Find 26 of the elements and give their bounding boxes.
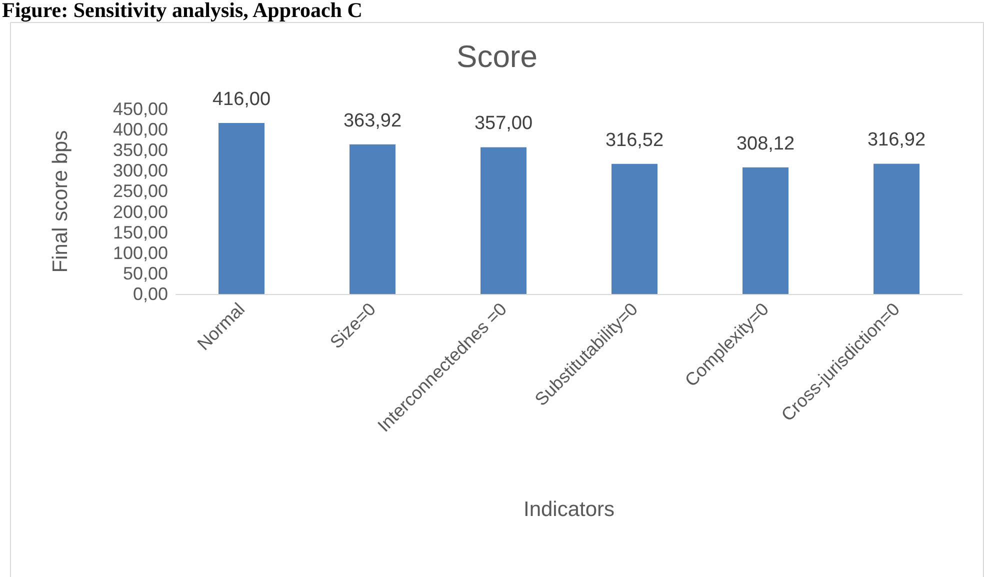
bar (218, 122, 264, 294)
data-label: 357,00 (474, 113, 533, 134)
data-label: 316,52 (605, 130, 664, 151)
text: Figure: Sensitivity analysis, Approach C (2, 0, 362, 23)
y-tick-label: 150,00 (112, 222, 168, 242)
y-tick-label: 0,00 (132, 284, 168, 304)
y-tick-label: 50,00 (122, 263, 168, 284)
bar (874, 164, 920, 294)
bar (350, 144, 396, 294)
data-label: 416,00 (212, 88, 271, 110)
y-tick-label: 350,00 (112, 140, 168, 160)
y-axis-title: Final score bps (49, 130, 72, 273)
y-tick-label: 400,00 (112, 120, 168, 140)
y-tick-label: 100,00 (112, 242, 168, 263)
y-tick-label: 250,00 (112, 181, 168, 202)
data-label: 308,12 (736, 133, 795, 154)
bar (612, 164, 658, 294)
chart-title: Score (456, 39, 538, 74)
data-label: 316,92 (867, 130, 926, 151)
y-tick-label: 200,00 (112, 202, 168, 222)
data-label: 363,92 (343, 110, 402, 132)
x-axis-title: Indicators (523, 498, 615, 521)
bar (742, 167, 788, 294)
y-tick-label: 450,00 (112, 99, 168, 119)
y-tick-label: 300,00 (112, 160, 168, 181)
bar (480, 147, 526, 294)
